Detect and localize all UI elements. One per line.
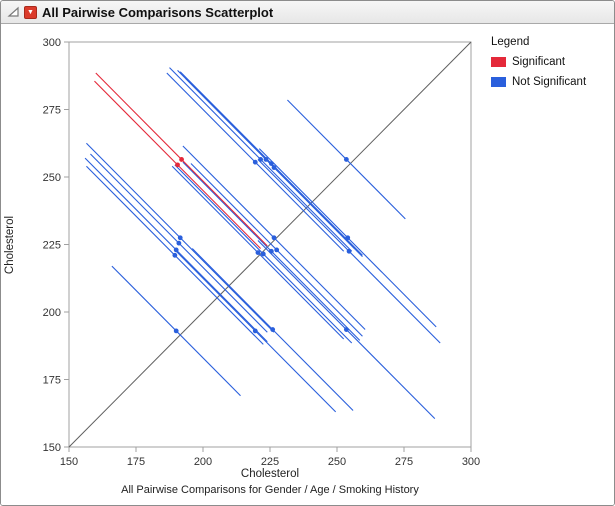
comparison-point[interactable] xyxy=(179,157,184,162)
comparison-point[interactable] xyxy=(274,247,280,253)
comparison-point[interactable] xyxy=(260,251,266,257)
legend-item-significant[interactable]: Significant xyxy=(491,56,586,68)
comparison-point[interactable] xyxy=(177,235,183,241)
comparison-point[interactable] xyxy=(252,159,258,165)
comparison-point[interactable] xyxy=(268,248,274,254)
legend-label: Not Significant xyxy=(512,76,587,88)
comparison-point[interactable] xyxy=(343,157,349,162)
legend-item-not-significant[interactable]: Not Significant xyxy=(491,76,586,88)
comparison-point[interactable] xyxy=(173,247,179,253)
legend-label: Significant xyxy=(512,56,566,68)
disclosure-triangle-icon[interactable] xyxy=(7,6,19,18)
y-axis-tick-label: 225 xyxy=(43,240,61,252)
x-axis-tick-label: 300 xyxy=(462,456,480,468)
x-axis-tick-label: 275 xyxy=(395,456,413,468)
x-axis-tick-label: 225 xyxy=(261,456,279,468)
outline-title-bar: ▼ All Pairwise Comparisons Scatterplot xyxy=(1,1,614,24)
comparison-point[interactable] xyxy=(173,328,179,334)
x-axis-tick-label: 200 xyxy=(194,456,212,468)
legend: Legend Significant Not Significant xyxy=(491,36,586,96)
legend-title: Legend xyxy=(491,36,530,48)
caret-down-icon: ▼ xyxy=(27,8,34,16)
x-axis-tick-label: 175 xyxy=(127,456,145,468)
y-axis-tick-label: 300 xyxy=(43,37,61,49)
comparison-point[interactable] xyxy=(270,327,276,332)
y-axis-tick-label: 250 xyxy=(43,172,61,184)
y-axis-tick-label: 200 xyxy=(43,307,61,319)
comparison-point[interactable] xyxy=(263,157,269,162)
y-axis-tick-label: 175 xyxy=(43,375,61,387)
comparison-point[interactable] xyxy=(252,328,258,334)
comparison-point[interactable] xyxy=(258,157,264,162)
comparison-point[interactable] xyxy=(176,240,182,246)
x-axis-tick-label: 250 xyxy=(328,456,346,468)
comparison-point[interactable] xyxy=(175,162,180,168)
y-axis-tick-label: 150 xyxy=(43,442,61,454)
comparison-point[interactable] xyxy=(345,235,351,241)
comparison-point[interactable] xyxy=(268,161,274,166)
plot-panel: 150 175 200 225 250 275 300 150 175 200 225 250 275 3… xyxy=(1,24,614,505)
comparison-point[interactable] xyxy=(346,248,352,254)
scatterplot[interactable]: 150 175 200 225 250 275 300 150 175 200 225 250 275 3… xyxy=(1,24,615,505)
identity-line xyxy=(68,41,472,448)
report-title: All Pairwise Comparisons Scatterplot xyxy=(42,4,274,20)
x-axis-tick-label: 150 xyxy=(60,456,78,468)
legend-swatch xyxy=(491,57,506,67)
comparison-point[interactable] xyxy=(172,252,178,258)
comparison-point[interactable] xyxy=(343,327,349,332)
x-axis-label: Cholesterol xyxy=(240,468,300,480)
legend-swatch xyxy=(491,77,506,87)
comparison-point[interactable] xyxy=(271,235,277,241)
comparison-point[interactable] xyxy=(271,165,277,170)
comparison-point[interactable] xyxy=(255,250,261,256)
red-triangle-menu-button[interactable]: ▼ xyxy=(24,5,37,19)
y-axis-tick-label: 275 xyxy=(43,105,61,117)
plot-caption: All Pairwise Comparisons for Gender / Ag… xyxy=(121,484,419,496)
